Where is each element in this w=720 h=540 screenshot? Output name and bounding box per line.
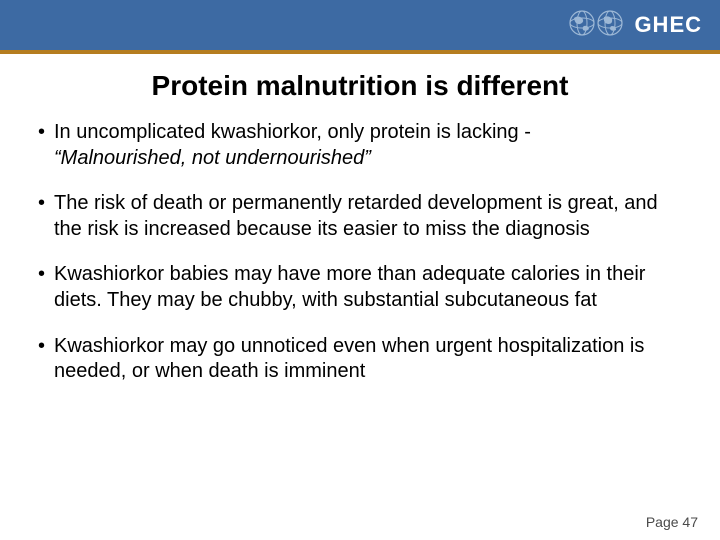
bullet-item: The risk of death or permanently retarde… (36, 191, 684, 242)
slide-title: Protein malnutrition is different (36, 70, 684, 102)
bullet-text: Kwashiorkor may go unnoticed even when u… (54, 335, 644, 383)
bullet-text: Kwashiorkor babies may have more than ad… (54, 263, 645, 311)
logo-text: GHEC (634, 12, 702, 38)
header-bar: GHEC (0, 0, 720, 50)
bullet-item: Kwashiorkor may go unnoticed even when u… (36, 334, 684, 385)
bullet-list: In uncomplicated kwashiorkor, only prote… (36, 120, 684, 385)
bullet-item: Kwashiorkor babies may have more than ad… (36, 262, 684, 313)
page-number: Page 47 (646, 514, 698, 530)
slide: GHEC Protein malnutrition is different I… (0, 0, 720, 540)
content-area: Protein malnutrition is different In unc… (0, 54, 720, 540)
logo: GHEC (568, 8, 702, 43)
bullet-item: In uncomplicated kwashiorkor, only prote… (36, 120, 684, 171)
bullet-text: In uncomplicated kwashiorkor, only prote… (54, 121, 531, 143)
globe-icon (568, 8, 626, 43)
bullet-text: The risk of death or permanently retarde… (54, 192, 658, 240)
bullet-text-italic: “Malnourished, not undernourished” (54, 147, 371, 169)
